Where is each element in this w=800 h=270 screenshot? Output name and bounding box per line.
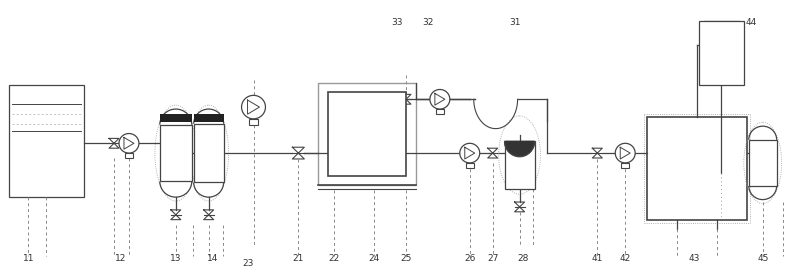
Bar [647,117,746,220]
Bar [644,114,750,222]
Text: 33: 33 [391,18,402,28]
Text: 32: 32 [422,18,434,28]
Bar [160,125,192,181]
Circle shape [430,89,450,109]
Text: 27: 27 [487,254,498,263]
Bar [125,153,133,158]
Text: 22: 22 [329,254,340,263]
Text: 28: 28 [517,254,528,263]
Text: 45: 45 [758,254,770,263]
Text: 23: 23 [243,259,254,268]
Text: 13: 13 [170,254,182,263]
Text: 31: 31 [509,18,520,28]
Text: 41: 41 [592,254,603,263]
Text: 24: 24 [369,254,380,263]
Text: 12: 12 [115,254,126,263]
Circle shape [615,143,635,163]
Bar [10,85,84,197]
Text: 44: 44 [745,18,757,28]
Text: 42: 42 [619,254,631,263]
Bar [699,21,744,85]
Bar [505,141,534,189]
Bar [249,119,258,125]
Text: 26: 26 [464,254,475,263]
Text: 14: 14 [207,254,218,263]
Bar [160,114,192,122]
Bar [622,163,630,168]
Text: 21: 21 [293,254,304,263]
Text: 25: 25 [400,254,412,263]
Text: 11: 11 [22,254,34,263]
Bar [194,114,224,122]
Bar [749,140,777,186]
Bar [194,124,224,183]
Text: 43: 43 [688,254,700,263]
Circle shape [119,134,139,153]
Circle shape [242,95,266,119]
Bar [318,83,416,185]
Bar [466,163,474,168]
Bar [328,92,406,176]
Circle shape [460,143,480,163]
Bar [436,109,444,114]
Wedge shape [505,141,534,156]
